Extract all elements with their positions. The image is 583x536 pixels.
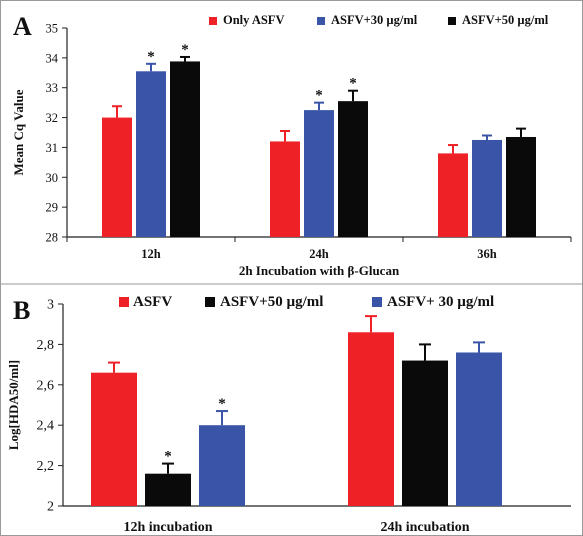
significance-star: * xyxy=(218,396,226,412)
bar xyxy=(456,352,502,506)
x-category-label: 12h xyxy=(141,247,161,261)
x-category-label: 24h xyxy=(309,247,329,261)
y-axis-title: Log[HDA50/ml] xyxy=(6,360,21,450)
legend-label: ASFV+50 µg/ml xyxy=(220,294,323,310)
bar xyxy=(136,71,166,238)
legend-label: ASFV+30 µg/ml xyxy=(331,13,418,27)
y-tick-label: 2 xyxy=(47,500,54,515)
bar xyxy=(338,101,368,238)
y-tick-label: 2,2 xyxy=(37,459,55,474)
legend-swatch xyxy=(448,17,456,25)
y-tick-label: 33 xyxy=(46,81,59,95)
legend-label: ASFV+ 30 µg/ml xyxy=(387,294,494,310)
y-tick-label: 2,8 xyxy=(37,338,55,353)
y-tick-label: 34 xyxy=(46,51,59,65)
y-tick-label: 28 xyxy=(46,231,59,245)
y-tick-label: 2,4 xyxy=(37,419,55,434)
legend-swatch xyxy=(372,297,382,307)
legend-label: Only ASFV xyxy=(223,13,284,27)
significance-star: * xyxy=(349,76,357,92)
legend-swatch xyxy=(119,297,129,307)
y-tick-label: 3 xyxy=(47,298,54,313)
y-tick-label: 35 xyxy=(46,22,59,36)
y-axis-title: Mean Cq Value xyxy=(11,89,26,175)
legend-label: ASFV+50 µg/ml xyxy=(462,13,549,27)
x-axis-title: 2h Incubation with β-Glucan xyxy=(239,263,400,278)
bar xyxy=(145,473,191,506)
legend-swatch xyxy=(209,17,217,25)
bar xyxy=(304,110,334,237)
bar xyxy=(102,117,132,237)
bar xyxy=(91,372,137,506)
x-category-label: 36h xyxy=(477,247,497,261)
significance-star: * xyxy=(181,42,189,58)
significance-star: * xyxy=(315,88,323,104)
bar xyxy=(270,141,300,237)
x-category-label: 24h incubation xyxy=(380,520,469,535)
panel-letter-A: A xyxy=(13,12,32,41)
bar xyxy=(199,425,245,506)
bar xyxy=(402,360,448,506)
y-tick-label: 32 xyxy=(46,111,59,125)
legend-label: ASFV xyxy=(133,294,172,310)
bar xyxy=(438,153,468,237)
bar xyxy=(506,136,536,237)
panel-letter-B: B xyxy=(13,296,30,325)
legend-swatch xyxy=(205,297,215,307)
y-tick-label: 31 xyxy=(46,141,59,155)
y-tick-label: 29 xyxy=(46,201,59,215)
bar xyxy=(170,61,200,237)
y-tick-label: 2,6 xyxy=(37,378,55,393)
bar xyxy=(348,332,394,506)
significance-star: * xyxy=(164,449,172,465)
x-category-label: 12h incubation xyxy=(123,520,212,535)
significance-star: * xyxy=(147,49,155,65)
legend-swatch xyxy=(317,17,325,25)
bar xyxy=(472,139,502,237)
y-tick-label: 30 xyxy=(46,171,59,185)
